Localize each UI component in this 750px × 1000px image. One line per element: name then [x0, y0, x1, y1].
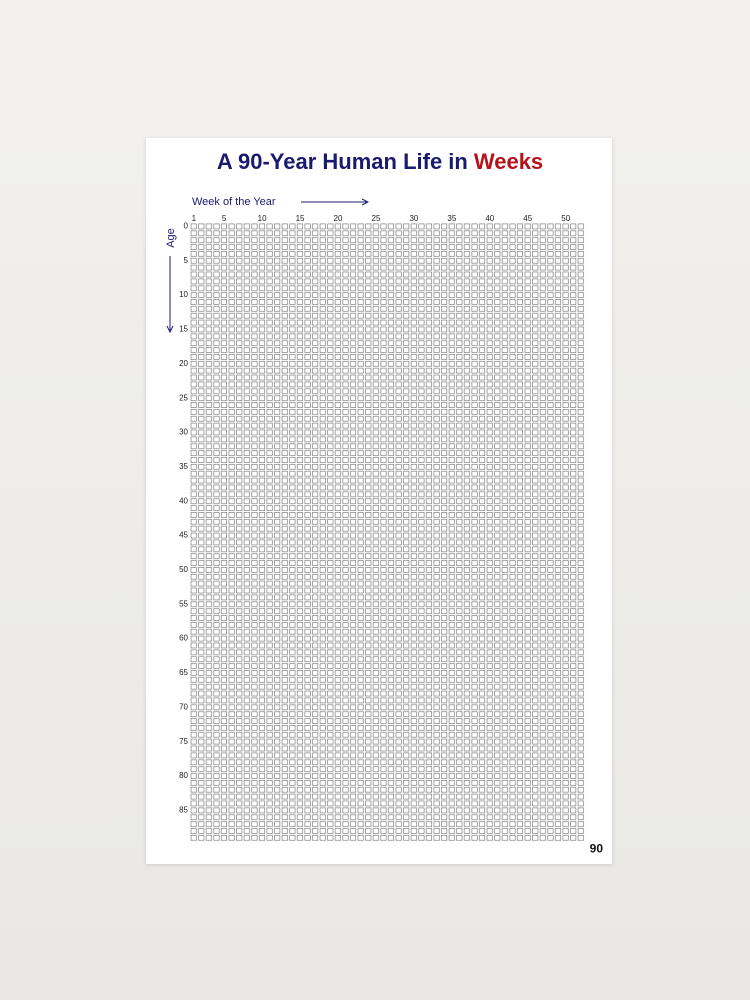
- age-tick-label: 40: [179, 496, 188, 505]
- end-label: 90: [590, 841, 604, 855]
- age-tick-label: 45: [179, 531, 188, 540]
- week-tick-label: 50: [561, 214, 570, 223]
- title-highlight: Weeks: [474, 149, 543, 174]
- week-tick-label: 5: [222, 214, 227, 223]
- age-tick-label: 60: [179, 634, 188, 643]
- age-tick-label: 75: [179, 737, 188, 746]
- title-main: A 90-Year Human Life in: [217, 149, 468, 174]
- week-grid: 1 5 10 15 20 25 30 35 40 45 5005101520253035404550…: [179, 214, 603, 855]
- week-tick-label: 15: [296, 214, 305, 223]
- week-tick-label: 1: [192, 214, 197, 223]
- week-tick-label: 45: [523, 214, 532, 223]
- week-cells: [190, 223, 585, 842]
- age-tick-label: 35: [179, 462, 188, 471]
- age-tick-label: 25: [179, 393, 188, 402]
- age-tick-label: 65: [179, 668, 188, 677]
- age-tick-label: 85: [179, 805, 188, 814]
- age-tick-label: 55: [179, 599, 188, 608]
- week-tick-label: 30: [409, 214, 418, 223]
- title: A 90-Year Human Life in Weeks: [217, 149, 543, 174]
- age-tick-label: 20: [179, 359, 188, 368]
- week-tick-label: 10: [258, 214, 267, 223]
- week-tick-label: 40: [485, 214, 494, 223]
- age-tick-label: 50: [179, 565, 188, 574]
- age-tick-label: 80: [179, 771, 188, 780]
- age-tick-label: 0: [184, 222, 189, 231]
- age-tick-label: 15: [179, 325, 188, 334]
- week-tick-label: 25: [372, 214, 381, 223]
- age-tick-label: 5: [184, 256, 189, 265]
- y-axis-label: Age: [165, 228, 177, 248]
- age-tick-label: 10: [179, 290, 188, 299]
- week-tick-label: 20: [334, 214, 343, 223]
- week-tick-label: 35: [447, 214, 456, 223]
- age-tick-label: 70: [179, 702, 188, 711]
- x-axis-label: Week of the Year: [192, 196, 276, 208]
- age-tick-label: 30: [179, 428, 188, 437]
